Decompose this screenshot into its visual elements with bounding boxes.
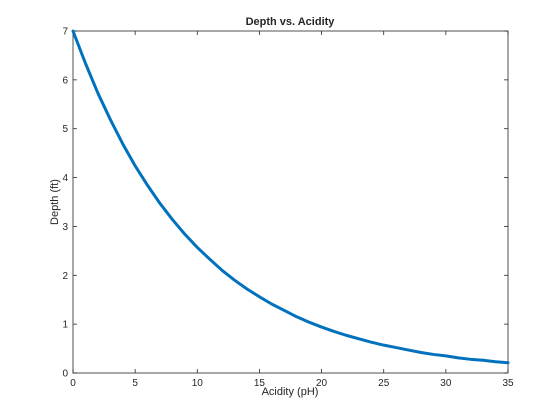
y-tick-label: 5 (62, 124, 68, 135)
y-tick-label: 0 (62, 369, 68, 380)
x-tick-label: 35 (502, 378, 514, 389)
y-tick-label: 1 (62, 320, 68, 331)
x-tick-label: 10 (192, 378, 204, 389)
x-tick-label: 5 (132, 378, 138, 389)
x-tick-label: 15 (254, 378, 266, 389)
y-tick-label: 3 (62, 222, 68, 233)
x-tick-label: 25 (378, 378, 390, 389)
plot-area: 0 5 10 15 20 25 30 35 0 1 2 3 4 5 6 7 (62, 27, 514, 390)
x-tick-label: 0 (70, 378, 76, 389)
x-axis-label: Acidity (pH) (262, 386, 319, 398)
axes-box (72, 30, 509, 374)
y-tick-label: 6 (62, 75, 68, 86)
y-axis-label: Depth (ft) (49, 179, 61, 225)
chart-title: Depth vs. Acidity (246, 16, 336, 28)
y-tick-label: 4 (62, 173, 68, 184)
y-tick-label: 7 (62, 27, 68, 38)
x-tick-label: 20 (316, 378, 328, 389)
y-tick-label: 2 (62, 271, 68, 282)
series-line-depth (71, 29, 510, 365)
x-tick-label: 30 (440, 378, 452, 389)
